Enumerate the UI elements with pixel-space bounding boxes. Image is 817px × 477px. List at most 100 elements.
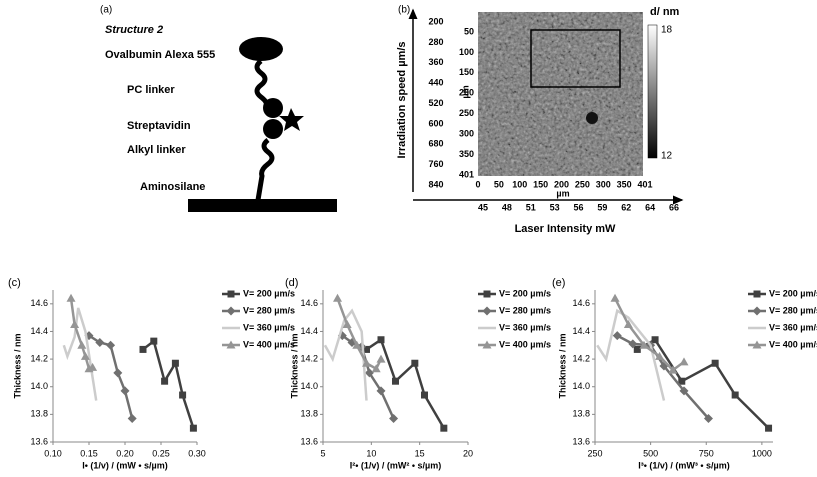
- marker: [66, 293, 76, 302]
- speed-tick-label: 280: [428, 37, 443, 47]
- y-tick-label: 14.4: [572, 326, 590, 336]
- speed-tick-label: 600: [428, 118, 443, 128]
- marker: [342, 320, 352, 329]
- x-tick-label: 100: [512, 179, 527, 189]
- y-tick-label: 200: [459, 88, 474, 98]
- streptavidin: [263, 119, 283, 139]
- colorbar: [647, 24, 658, 159]
- intensity-tick-label: 48: [502, 202, 512, 212]
- legend-label: V= 360 µm/s: [243, 322, 295, 332]
- speed-tick-label: 840: [428, 179, 443, 189]
- y-tick-label: 250: [459, 108, 474, 118]
- intensity-tick-label: 66: [669, 202, 679, 212]
- x-tick-label: 0.30: [188, 448, 206, 458]
- marker: [392, 377, 399, 385]
- marker: [633, 345, 641, 353]
- y-tick-label: 13.6: [572, 436, 590, 446]
- y-tick-label: 14.6: [300, 298, 318, 308]
- panel-a: (a) Structure 2 Ovalbumin Alexa 555 PC l…: [100, 5, 337, 212]
- structure-title: Structure 2: [105, 24, 163, 36]
- x-tick-label: 0.25: [152, 448, 170, 458]
- x-tick-label: 0.20: [116, 448, 134, 458]
- x-tick-label: 0.15: [80, 448, 98, 458]
- marker: [711, 359, 719, 367]
- speed-tick-label: 680: [428, 139, 443, 149]
- y-tick-label: 401: [459, 169, 474, 179]
- marker: [77, 340, 87, 349]
- marker: [440, 424, 448, 432]
- intensity-tick-label: 62: [621, 202, 631, 212]
- marker: [161, 377, 169, 385]
- panel-b: (b) d/ nm 18 12 µm µm Irradiation speed …: [396, 5, 684, 235]
- marker: [362, 358, 371, 367]
- x-tick-label: 500: [643, 448, 658, 458]
- marker: [731, 391, 739, 399]
- y-tick-label: 13.6: [30, 436, 48, 446]
- marker: [623, 320, 633, 329]
- series-line: [62, 307, 98, 401]
- y-tick-label: 14.0: [572, 381, 590, 391]
- y-tick-label: 14.6: [30, 298, 48, 308]
- legend-marker: [226, 306, 236, 316]
- x-tick-label: 5: [320, 448, 325, 458]
- panel-label: (c): [8, 277, 21, 289]
- marker: [139, 345, 147, 353]
- colorbar-tick: 12: [661, 151, 673, 162]
- afm-texture: [478, 12, 643, 176]
- y-tick-label: 14.0: [30, 381, 48, 391]
- x-tick-label: 150: [533, 179, 548, 189]
- y-unit: µm: [460, 85, 470, 98]
- marker: [352, 340, 362, 349]
- colorbar-tick: 18: [661, 25, 673, 36]
- biotin-star: [279, 108, 304, 131]
- panel-label: (b): [398, 5, 410, 16]
- x-tick-label: 200: [554, 179, 569, 189]
- legend-label: V= 200 µm/s: [243, 288, 295, 298]
- molecule-label: Aminosilane: [140, 181, 205, 193]
- y-axis-title: Thickness / nm: [289, 333, 299, 398]
- x-tick-label: 15: [415, 448, 425, 458]
- marker: [765, 424, 773, 432]
- marker: [120, 386, 130, 396]
- marker: [371, 364, 381, 373]
- y-tick-label: 14.2: [300, 353, 318, 363]
- marker: [189, 424, 197, 432]
- speed-tick-label: 360: [428, 57, 443, 67]
- marker: [389, 414, 399, 424]
- legend-marker: [752, 306, 762, 316]
- speed-tick-label: 200: [428, 16, 443, 26]
- intensity-tick-label: 53: [550, 202, 560, 212]
- x-tick-label: 300: [596, 179, 611, 189]
- x-axis-title: I• (1/v) / (mW • s/µm): [82, 460, 168, 470]
- x-tick-label: 10: [366, 448, 376, 458]
- speed-tick-label: 520: [428, 98, 443, 108]
- legend-label: V= 360 µm/s: [499, 322, 551, 332]
- x-tick-label: 350: [617, 179, 632, 189]
- marker: [364, 368, 374, 378]
- marker: [179, 391, 187, 399]
- legend-marker: [226, 340, 236, 349]
- intensity-tick-label: 56: [573, 202, 583, 212]
- legend-marker: [227, 290, 235, 298]
- streptavidin: [263, 98, 283, 118]
- y-tick-label: 14.2: [30, 353, 48, 363]
- y-tick-label: 14.2: [572, 353, 590, 363]
- marker: [411, 359, 419, 367]
- marker: [651, 336, 659, 344]
- marker: [610, 293, 620, 302]
- marker: [679, 386, 689, 396]
- legend-label: V= 280 µm/s: [243, 305, 295, 315]
- legend-marker: [483, 290, 491, 298]
- marker: [703, 414, 713, 424]
- x-tick-label: 1000: [752, 448, 772, 458]
- marker: [127, 414, 137, 424]
- marker: [113, 368, 123, 378]
- series-line: [323, 308, 368, 401]
- intensity-tick-label: 51: [526, 202, 536, 212]
- y-axis-title: Thickness / nm: [12, 333, 22, 398]
- marker: [80, 351, 90, 360]
- x-tick-label: 20: [463, 448, 473, 458]
- y-axis-title: Thickness / nm: [557, 333, 567, 398]
- x-tick-label: 401: [637, 179, 652, 189]
